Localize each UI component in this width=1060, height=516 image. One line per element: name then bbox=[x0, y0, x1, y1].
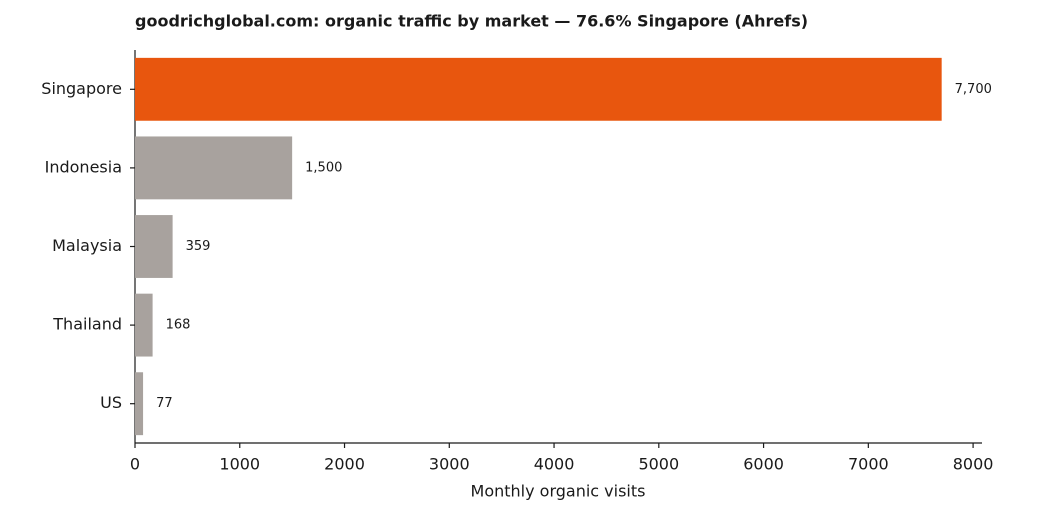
x-tick-label: 4000 bbox=[534, 455, 575, 474]
y-tick-label: Singapore bbox=[41, 79, 122, 98]
x-tick-label: 1000 bbox=[219, 455, 260, 474]
bar bbox=[135, 372, 144, 436]
bar bbox=[135, 57, 942, 121]
value-label: 77 bbox=[156, 396, 173, 411]
value-label: 168 bbox=[166, 318, 191, 333]
x-tick-label: 0 bbox=[130, 455, 140, 474]
bar bbox=[135, 215, 173, 278]
y-tick-label: US bbox=[100, 393, 122, 412]
value-label: 359 bbox=[186, 239, 211, 254]
x-tick-label: 5000 bbox=[638, 455, 679, 474]
chart-title: goodrichglobal.com: organic traffic by m… bbox=[135, 12, 808, 31]
x-tick-label: 2000 bbox=[324, 455, 365, 474]
y-tick-label: Thailand bbox=[52, 315, 122, 334]
x-tick-label: 3000 bbox=[429, 455, 470, 474]
x-axis-label: Monthly organic visits bbox=[471, 482, 646, 501]
y-tick-label: Malaysia bbox=[52, 236, 122, 255]
x-tick-label: 7000 bbox=[848, 455, 889, 474]
value-label: 7,700 bbox=[955, 82, 992, 97]
bar bbox=[135, 136, 293, 200]
y-tick-label: Indonesia bbox=[45, 157, 122, 176]
x-tick-label: 6000 bbox=[743, 455, 784, 474]
value-label: 1,500 bbox=[305, 160, 342, 175]
x-tick-label: 8000 bbox=[953, 455, 994, 474]
bar bbox=[135, 293, 153, 357]
